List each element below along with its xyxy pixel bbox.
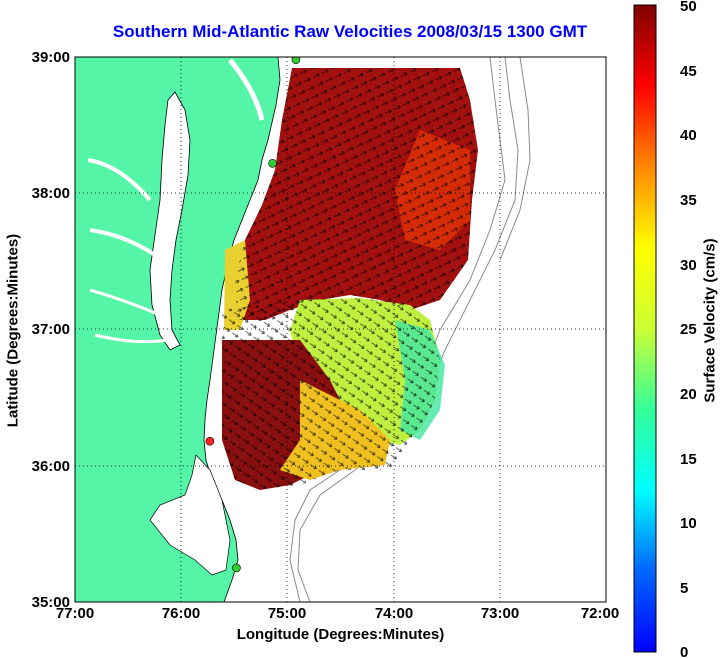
colorbar-tick-label: 50 xyxy=(680,0,697,15)
bay-water xyxy=(149,91,191,351)
delaware-bay xyxy=(228,58,265,121)
river-inlet-3 xyxy=(89,288,161,317)
colorbar-tick-label: 35 xyxy=(680,192,697,209)
land-mass xyxy=(75,57,281,602)
x-axis-label: Longitude (Degrees:Minutes) xyxy=(236,626,445,643)
x-tick-label: 72:00 xyxy=(581,605,619,622)
x-tick-label: 73:00 xyxy=(481,605,519,622)
velocity-arrows-north xyxy=(235,68,478,320)
y-tick-label: 35:00 xyxy=(32,594,70,611)
river-inlet-1 xyxy=(87,158,152,202)
x-tick-label: 74:00 xyxy=(375,605,413,622)
station-marker xyxy=(232,563,241,573)
grid-lines xyxy=(75,57,606,602)
river-inlet-4 xyxy=(94,333,169,344)
colorbar xyxy=(633,4,657,653)
y-tick-label: 37:00 xyxy=(32,321,70,338)
bathymetry-contour-3 xyxy=(499,57,531,261)
velocity-arrows-south xyxy=(222,298,440,490)
y-axis-label: Latitude (Degrees:Minutes) xyxy=(4,233,22,428)
plot-area xyxy=(75,57,606,602)
colorbar-tick-label: 25 xyxy=(680,321,697,338)
colorbar-tick-label: 30 xyxy=(680,257,697,274)
y-tick-label: 38:00 xyxy=(32,185,70,202)
sound-water xyxy=(149,454,231,576)
colorbar-ticks: 50 45 40 35 30 25 20 15 10 5 0 xyxy=(680,0,697,659)
y-tick-label: 39:00 xyxy=(32,49,70,66)
x-ticks: 77:00 76:00 75:00 74:00 73:00 72:00 xyxy=(56,605,619,622)
y-ticks: 39:00 38:00 37:00 36:00 35:00 xyxy=(32,49,70,611)
colorbar-tick-label: 15 xyxy=(680,451,697,468)
map-title: Southern Mid-Atlantic Raw Velocities 200… xyxy=(112,22,588,41)
plot-frame xyxy=(74,56,607,603)
colorbar-tick-label: 20 xyxy=(680,386,697,403)
x-tick-label: 75:00 xyxy=(268,605,306,622)
colorbar-tick-label: 45 xyxy=(680,63,697,80)
colorbar-label: Surface Velocity (cm/s) xyxy=(701,238,719,403)
station-marker xyxy=(268,158,277,168)
x-tick-label: 77:00 xyxy=(56,605,94,622)
y-tick-label: 36:00 xyxy=(32,458,70,475)
river-inlet-2 xyxy=(89,228,157,257)
colorbar-tick-label: 0 xyxy=(680,644,688,659)
colorbar-tick-label: 10 xyxy=(680,515,697,532)
station-marker xyxy=(291,57,301,65)
colorbar-tick-label: 40 xyxy=(680,127,697,144)
x-tick-label: 76:00 xyxy=(162,605,200,622)
station-markers xyxy=(205,57,301,573)
colorbar-tick-label: 5 xyxy=(680,580,688,597)
station-marker xyxy=(205,436,215,446)
